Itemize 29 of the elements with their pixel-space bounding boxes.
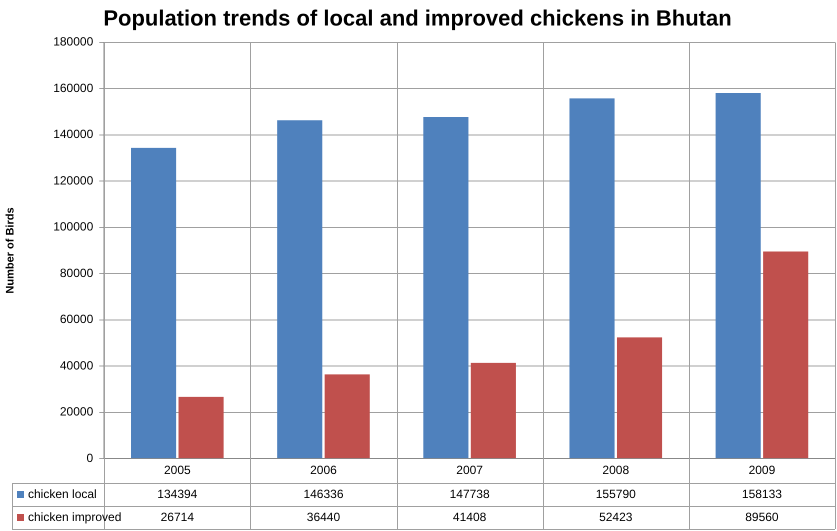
y-tick-label: 140000 — [53, 127, 94, 142]
data-label: 41408 — [452, 510, 487, 524]
y-axis-title: Number of Birds — [4, 207, 17, 294]
data-label: 158133 — [742, 486, 782, 501]
data-label: 147738 — [450, 486, 490, 501]
data-label: 134394 — [157, 486, 198, 501]
data-label: 155790 — [596, 486, 636, 501]
y-tick-label: 60000 — [60, 312, 94, 326]
x-tick-label: 2005 — [164, 463, 191, 478]
legend-label: chicken improved — [28, 510, 122, 524]
y-tick-label: 160000 — [53, 80, 94, 95]
y-tick-label: 20000 — [60, 404, 94, 419]
x-tick-label: 2007 — [456, 463, 484, 478]
data-label: 36440 — [306, 510, 340, 524]
y-tick-label: 120000 — [53, 173, 94, 188]
y-tick-label: 180000 — [53, 34, 94, 49]
data-label: 146336 — [303, 486, 344, 501]
data-label: 89560 — [745, 510, 779, 524]
y-tick-label: 0 — [86, 450, 94, 465]
chart-title: Population trends of local and improved chickens in Bhutan — [103, 5, 732, 30]
x-tick-label: 2008 — [602, 463, 630, 478]
legend-label: chicken local — [28, 486, 97, 501]
x-tick-label: 2009 — [748, 463, 776, 478]
data-label: 52423 — [599, 510, 633, 524]
y-tick-label: 80000 — [60, 266, 94, 280]
x-tick-label: 2006 — [310, 463, 338, 478]
y-tick-label: 40000 — [60, 358, 94, 372]
data-label: 26714 — [160, 510, 194, 524]
y-tick-label: 100000 — [53, 220, 94, 234]
